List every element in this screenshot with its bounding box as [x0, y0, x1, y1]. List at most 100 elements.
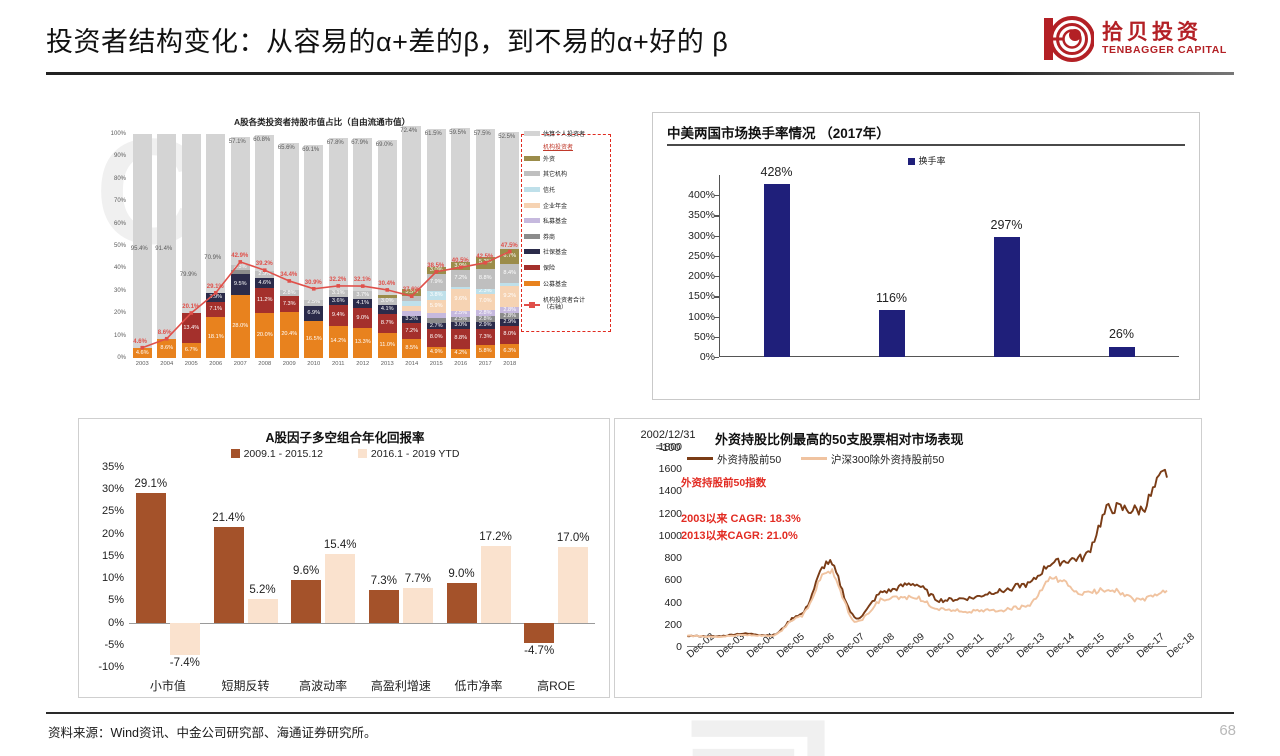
- investor-segment: 7.9%: [426, 273, 446, 292]
- investor-segment: [500, 282, 520, 287]
- individual-investor-label: 60.8%: [253, 137, 271, 144]
- investor-segment: [255, 135, 275, 272]
- investor-segment: 3.1%: [328, 290, 348, 298]
- index-annotation-0: 2003以来 CAGR: 18.3%: [681, 513, 801, 525]
- legend-label: 其它机构: [543, 172, 568, 179]
- title-divider: [46, 72, 1234, 75]
- factor-x-label: 高盈利增速: [370, 679, 431, 693]
- legend-swatch: [524, 187, 540, 193]
- legend-swatch: [524, 265, 540, 271]
- investor-column: 20.4% 7.3% 2.8%: [279, 134, 299, 358]
- institution-total-label: 38.5%: [427, 262, 445, 269]
- legend-label: 机构投资者合计 （右轴）: [543, 297, 586, 311]
- investor-segment: 20.4%: [279, 312, 299, 358]
- investor-segment: 8.6%: [157, 338, 177, 358]
- factor-bar: [213, 527, 244, 623]
- investor-x-tick: 2007: [233, 361, 247, 367]
- turnover-tick-mark: [714, 276, 719, 278]
- investor-segment: 4.6%: [255, 277, 275, 289]
- investor-segment: [451, 128, 471, 262]
- investor-segment: [402, 306, 422, 311]
- investor-y-tick: 60%: [113, 220, 126, 227]
- investor-segment: 28.0%: [230, 295, 250, 358]
- factor-value-label: 7.3%: [370, 575, 397, 588]
- individual-investor-label: 57.5%: [473, 130, 491, 137]
- investor-segment: 16.5%: [304, 321, 324, 358]
- factor-x-label: 小市值: [149, 679, 186, 693]
- investor-x-tick: 2009: [282, 361, 296, 367]
- investor-segment: [328, 138, 348, 291]
- investor-segment: 2.3%: [475, 288, 495, 294]
- turnover-plot: 0%50%100%150%200%250%300%350%400%428%全部A…: [688, 165, 1179, 454]
- investor-x-tick: 2013: [380, 361, 394, 367]
- institution-total-label: 30.9%: [304, 279, 322, 286]
- factor-y-tick: -10%: [98, 661, 124, 673]
- investor-segment: 4.1%: [377, 304, 397, 314]
- investor-x-tick: 2006: [209, 361, 223, 367]
- page-number: 68: [1219, 722, 1236, 739]
- investor-segment: 3.6%: [328, 297, 348, 306]
- factor-value-label: 7.7%: [404, 573, 431, 586]
- factor-value-label: 9.0%: [448, 567, 475, 580]
- investor-segment: 2.9%: [500, 319, 520, 326]
- factor-bar: [368, 590, 399, 623]
- factor-value-label: 17.2%: [479, 531, 512, 544]
- investor-segment: [157, 134, 177, 339]
- legend-label: 企业年金: [543, 203, 568, 210]
- investor-segment: 8.4%: [500, 264, 520, 283]
- investor-y-tick: 40%: [113, 265, 126, 272]
- investor-x-tick: 2015: [429, 361, 443, 367]
- investor-x-tick: 2005: [184, 361, 198, 367]
- legend-group-title: 机构投资者: [543, 144, 574, 151]
- investor-segment: 5.8%: [475, 345, 495, 358]
- factor-bar: [480, 546, 511, 623]
- investor-segment: 9.5%: [230, 274, 250, 296]
- investor-segment: 9.0%: [353, 308, 373, 329]
- investor-segment: 4.9%: [426, 347, 446, 358]
- investor-segment: 6.3%: [500, 343, 520, 358]
- index-annotation-title: 外资持股前50指数: [681, 477, 767, 489]
- legend-label: 社保基金: [543, 250, 568, 257]
- legend-item: 保险: [524, 260, 610, 276]
- investor-column: 28.0% 9.5% 2.3%: [230, 134, 250, 358]
- institution-total-label: 47.5%: [500, 242, 518, 249]
- institution-total-label: 8.6%: [157, 329, 172, 336]
- investor-segment: [402, 310, 422, 316]
- investor-column: 14.2% 9.4% 3.6% 3.1%: [328, 134, 348, 358]
- investor-segment: [353, 138, 373, 291]
- investor-segment: [206, 134, 226, 293]
- investor-column: 13.3% 9.0% 4.1% 3.7%: [353, 134, 373, 358]
- turnover-y-tick: 250%: [688, 249, 715, 262]
- factor-returns-legend: 2009.1 - 2015.12 2016.1 - 2019 YTD: [79, 448, 611, 460]
- chart-investor-structure: A股各类投资者持股市值占比（自由流通市值） 估算个人投资者 机构投资者 外资 其它机构…: [92, 112, 612, 392]
- investor-segment: 4.6%: [132, 347, 152, 358]
- investor-column: 4.2% 8.8% 3.0% 2.5% 2.5% 9.6% 7.2% 3.9%: [451, 128, 471, 358]
- investor-segment: 2.7%: [426, 323, 446, 330]
- turnover-bar: [878, 310, 905, 357]
- turnover-legend-swatch: [908, 158, 916, 165]
- factor-y-tick: 0%: [108, 616, 124, 629]
- investor-segment: 2.5%: [451, 310, 471, 317]
- investor-x-tick: 2017: [478, 361, 492, 367]
- factor-value-label: -7.4%: [169, 657, 200, 670]
- investor-x-tick: 2016: [454, 361, 468, 367]
- investor-segment: 2.3%: [230, 265, 250, 271]
- legend-item: 社保基金: [524, 244, 610, 260]
- turnover-y-tick: 200%: [688, 270, 715, 283]
- investor-segment: [230, 137, 250, 266]
- factor-legend-item-1: 2016.1 - 2019 YTD: [357, 448, 459, 460]
- factor-bar: [135, 493, 166, 623]
- turnover-y-tick: 0%: [699, 351, 715, 363]
- factor-value-label: 17.0%: [556, 532, 590, 544]
- turnover-tick-mark: [714, 215, 719, 217]
- investor-segment: 2.8%: [500, 313, 520, 320]
- investor-column: 18.1% 7.1% 3.9%: [206, 134, 226, 358]
- individual-investor-label: 69.0%: [375, 142, 393, 149]
- turnover-y-tick: 400%: [688, 189, 715, 202]
- legend-item: 公募基金: [524, 275, 610, 291]
- investor-segment: 3.8%: [426, 291, 446, 300]
- investor-segment: 7.3%: [279, 295, 299, 313]
- investor-segment: 2.8%: [500, 306, 520, 314]
- turnover-y-tick: 100%: [688, 310, 715, 323]
- investor-segment: 6.7%: [500, 249, 520, 265]
